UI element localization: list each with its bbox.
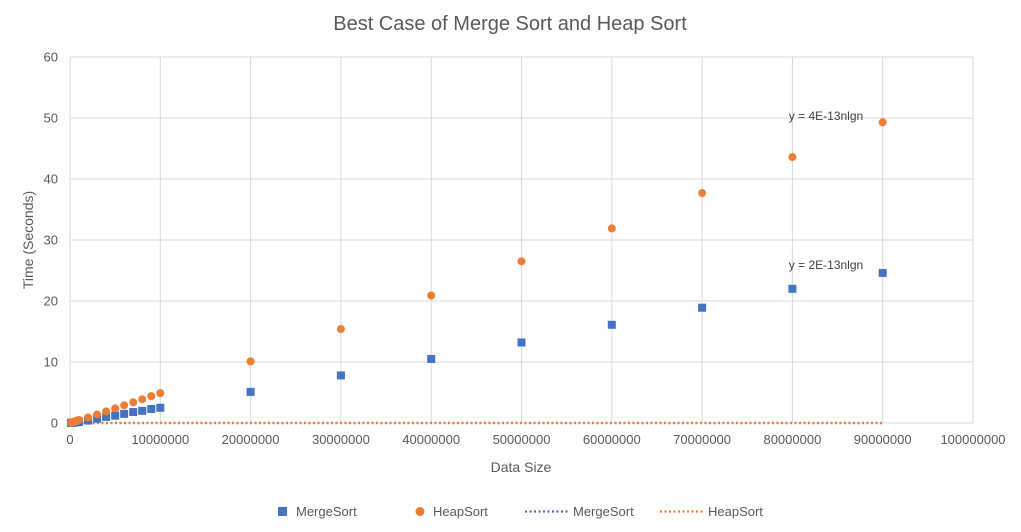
y-tick-label: 30: [44, 233, 58, 248]
point-mergesort: [156, 404, 164, 412]
point-mergesort: [698, 304, 706, 312]
point-heapsort: [698, 189, 706, 197]
y-tick-label: 0: [51, 416, 58, 431]
y-tick-label: 50: [44, 111, 58, 126]
y-axis-title: Time (Seconds): [20, 191, 36, 289]
point-heapsort: [93, 410, 101, 418]
x-tick-label: 90000000: [854, 432, 912, 447]
point-mergesort: [147, 405, 155, 413]
legend-square-marker: [278, 507, 287, 516]
point-heapsort: [120, 401, 128, 409]
legend: MergeSort HeapSort MergeSort HeapSort: [278, 504, 763, 519]
point-heapsort: [147, 392, 155, 400]
chart-title: Best Case of Merge Sort and Heap Sort: [333, 13, 687, 35]
legend-label-mergesort-trendline: MergeSort: [573, 504, 634, 519]
point-mergesort: [138, 407, 146, 415]
point-mergesort: [129, 408, 137, 416]
heapsort-trendline-equation: y = 4E-13nlgn: [789, 109, 863, 123]
x-tick-label: 60000000: [583, 432, 641, 447]
legend-label-mergesort-markers: MergeSort: [296, 504, 357, 519]
point-heapsort: [129, 398, 137, 406]
point-heapsort: [138, 395, 146, 403]
point-heapsort: [156, 389, 164, 397]
marker-layer: [67, 118, 887, 427]
x-axis-title: Data Size: [491, 459, 552, 475]
legend-item-mergesort-markers: MergeSort: [278, 504, 357, 519]
x-tick-label: 100000000: [940, 432, 1005, 447]
point-heapsort: [518, 257, 526, 265]
point-mergesort: [120, 410, 128, 418]
point-heapsort: [337, 325, 345, 333]
point-heapsort: [608, 224, 616, 232]
point-mergesort: [337, 371, 345, 379]
legend-label-heapsort-trendline: HeapSort: [708, 504, 763, 519]
x-tick-label: 70000000: [673, 432, 731, 447]
mergesort-trendline-equation: y = 2E-13nlgn: [789, 258, 863, 272]
y-tick-label: 20: [44, 294, 58, 309]
x-tick-label: 40000000: [402, 432, 460, 447]
point-heapsort: [879, 118, 887, 126]
legend-item-heapsort-markers: HeapSort: [416, 504, 489, 519]
legend-item-mergesort-trendline: MergeSort: [525, 504, 634, 519]
x-tick-label: 50000000: [493, 432, 551, 447]
legend-circle-marker: [416, 507, 425, 516]
point-mergesort: [608, 321, 616, 329]
point-mergesort: [788, 285, 796, 293]
point-mergesort: [879, 269, 887, 277]
x-tick-label: 0: [66, 432, 73, 447]
point-heapsort: [247, 357, 255, 365]
point-heapsort: [427, 292, 435, 300]
legend-item-heapsort-trendline: HeapSort: [660, 504, 763, 519]
point-heapsort: [84, 414, 92, 422]
point-mergesort: [111, 412, 119, 420]
x-tick-label: 20000000: [222, 432, 280, 447]
y-tick-label: 40: [44, 172, 58, 187]
point-heapsort: [75, 416, 83, 424]
legend-label-heapsort-markers: HeapSort: [433, 504, 488, 519]
y-tick-label: 60: [44, 50, 58, 65]
point-mergesort: [427, 355, 435, 363]
y-tick-label: 10: [44, 355, 58, 370]
point-mergesort: [518, 338, 526, 346]
point-heapsort: [111, 404, 119, 412]
point-heapsort: [102, 407, 110, 415]
x-tick-label: 30000000: [312, 432, 370, 447]
point-heapsort: [788, 153, 796, 161]
x-tick-label: 10000000: [131, 432, 189, 447]
x-tick-label: 80000000: [763, 432, 821, 447]
point-mergesort: [247, 388, 255, 396]
